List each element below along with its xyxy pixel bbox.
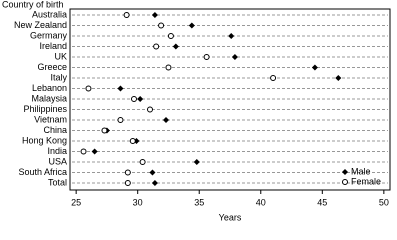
x-tick-label: 50 bbox=[379, 197, 389, 207]
female-marker bbox=[80, 148, 87, 155]
y-tick-label: Italy bbox=[50, 72, 67, 82]
x-tick-label: 30 bbox=[133, 197, 143, 207]
male-marker bbox=[172, 43, 179, 50]
y-tick-label: Philippines bbox=[23, 104, 67, 114]
y-tick-label: China bbox=[43, 125, 67, 135]
male-marker bbox=[149, 169, 156, 176]
male-marker bbox=[228, 33, 235, 39]
y-axis-label: Country of birth bbox=[2, 0, 64, 9]
male-marker bbox=[311, 64, 318, 71]
female-marker bbox=[203, 54, 210, 60]
male-marker bbox=[163, 117, 169, 123]
male-marker bbox=[231, 54, 238, 60]
y-tick-label: South Africa bbox=[18, 167, 67, 177]
female-marker bbox=[124, 169, 131, 176]
female-marker bbox=[131, 96, 137, 102]
female-marker bbox=[158, 22, 165, 29]
male-marker bbox=[193, 159, 200, 165]
female-marker bbox=[123, 12, 130, 18]
legend-label: Male bbox=[351, 166, 371, 176]
plot-frame bbox=[69, 8, 391, 191]
female-marker bbox=[124, 180, 131, 186]
x-tick-label: 40 bbox=[256, 197, 266, 207]
female-marker bbox=[153, 43, 160, 50]
male-marker bbox=[137, 96, 144, 102]
y-tick-label: Ireland bbox=[39, 41, 67, 51]
female-marker bbox=[139, 159, 146, 165]
female-marker bbox=[342, 179, 348, 185]
male-marker bbox=[117, 85, 124, 92]
y-tick-label: Australia bbox=[32, 9, 67, 19]
y-tick-label: New Zealand bbox=[14, 20, 67, 30]
chart: Country of birth Years 25 30 35 40 45 50 Austr… bbox=[2, 0, 391, 222]
y-tick-label: Vietnam bbox=[34, 114, 67, 124]
female-marker bbox=[270, 75, 277, 81]
male-marker bbox=[342, 169, 348, 175]
female-marker bbox=[165, 64, 172, 71]
male-marker bbox=[335, 75, 342, 81]
x-axis-label: Years bbox=[219, 212, 242, 222]
male-marker bbox=[151, 12, 158, 18]
y-tick-label: Total bbox=[48, 177, 67, 187]
y-tick-label: Germany bbox=[30, 30, 68, 40]
y-tick-label: Greece bbox=[37, 62, 67, 72]
female-marker bbox=[167, 33, 174, 39]
male-marker bbox=[151, 180, 158, 186]
x-tick-label: 35 bbox=[194, 197, 204, 207]
female-marker bbox=[117, 117, 124, 123]
x-tick-label: 45 bbox=[317, 197, 327, 207]
legend-label: Female bbox=[351, 176, 381, 186]
male-marker bbox=[188, 22, 195, 29]
y-tick-label: Lebanon bbox=[32, 83, 67, 93]
female-marker bbox=[85, 85, 92, 92]
female-marker bbox=[147, 106, 153, 113]
y-tick-label: USA bbox=[48, 156, 67, 166]
x-tick-label: 25 bbox=[71, 197, 81, 207]
y-tick-label: India bbox=[47, 146, 67, 156]
female-marker bbox=[101, 127, 108, 134]
y-tick-label: UK bbox=[54, 51, 67, 61]
male-marker bbox=[91, 148, 98, 155]
y-tick-label: Malaysia bbox=[31, 93, 67, 103]
y-tick-label: Hong Kong bbox=[22, 135, 67, 145]
female-marker bbox=[129, 138, 136, 144]
